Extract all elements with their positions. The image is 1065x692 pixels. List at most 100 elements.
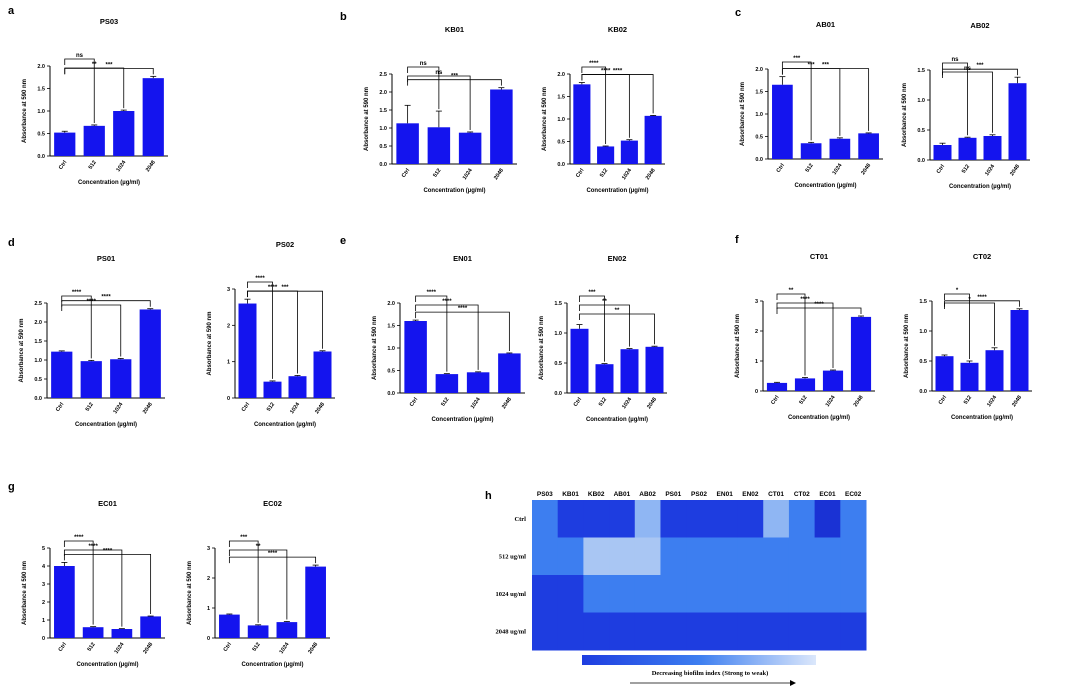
x-tick-label: 2048 bbox=[1011, 395, 1023, 408]
x-tick-label: 512 bbox=[85, 402, 95, 413]
x-axis-label: Concentration (µg/ml) bbox=[76, 662, 138, 668]
significance-bracket bbox=[63, 549, 123, 627]
y-tick-label: 1.0 bbox=[919, 329, 927, 335]
heatmap-cell bbox=[788, 575, 816, 613]
significance-bracket bbox=[776, 302, 834, 368]
significance-bracket bbox=[581, 66, 607, 144]
bar-512 bbox=[83, 125, 105, 156]
heatmap-cell bbox=[557, 500, 584, 538]
x-axis-label: Concentration (µg/ml) bbox=[423, 188, 485, 194]
heatmap-cell bbox=[583, 500, 610, 538]
y-axis-label: Absorbance at 590 nm bbox=[364, 87, 370, 151]
legend-label: Decreasing biofilm index (Strong to weak… bbox=[652, 670, 769, 677]
significance-label: **** bbox=[442, 299, 452, 305]
bar-1024 bbox=[113, 111, 135, 156]
x-tick-label: 512 bbox=[252, 642, 262, 653]
heatmap-cell bbox=[686, 612, 713, 651]
heatmap-cell bbox=[686, 537, 713, 576]
x-tick-label: 1024 bbox=[825, 394, 837, 408]
significance-bracket bbox=[228, 556, 317, 564]
heatmap-cell bbox=[634, 537, 661, 576]
heatmap-column-label: AB02 bbox=[639, 491, 656, 498]
heatmap-cell bbox=[711, 612, 739, 651]
bar-512 bbox=[427, 127, 451, 164]
heatmap-cell bbox=[840, 537, 867, 576]
bar-1024 bbox=[110, 359, 132, 398]
chart-CT02: CT02 0.0 0.5 1.0 1.5 Absorbance at 590 nm Ctrl… bbox=[904, 252, 1032, 421]
x-tick-label: Ctrl bbox=[58, 641, 69, 653]
significance-label: ns bbox=[951, 57, 959, 63]
significance-label: ns bbox=[76, 53, 84, 59]
chart-AB02: AB02 0.0 0.5 1.0 1.5 Absorbance at 590 nm Ctrl… bbox=[902, 21, 1030, 190]
significance-bracket bbox=[228, 549, 288, 620]
y-tick-label: 0.5 bbox=[557, 140, 565, 146]
x-tick-label: 2048 bbox=[1009, 164, 1021, 177]
chart-title: KB01 bbox=[445, 25, 464, 34]
heatmap-column-label: PS01 bbox=[665, 491, 681, 498]
heatmap-cell bbox=[788, 612, 816, 651]
panel-letter-a: a bbox=[8, 5, 15, 17]
heatmap-cell bbox=[557, 575, 584, 613]
x-tick-label: Ctrl bbox=[770, 394, 781, 406]
bar-Ctrl bbox=[772, 84, 793, 159]
y-tick-label: 0.5 bbox=[919, 359, 927, 365]
bar-1024 bbox=[983, 136, 1002, 160]
panel-letter-d: d bbox=[8, 237, 15, 249]
x-axis-label: Concentration (µg/ml) bbox=[949, 184, 1011, 190]
heatmap-cell bbox=[737, 575, 764, 613]
significance-bracket bbox=[579, 304, 630, 347]
y-tick-label: 1.0 bbox=[557, 117, 565, 123]
heatmap-column-label: PS03 bbox=[537, 491, 553, 498]
significance-label: *** bbox=[240, 535, 248, 541]
x-axis-label: Concentration (µg/ml) bbox=[586, 417, 648, 423]
x-tick-label: 2048 bbox=[853, 395, 865, 408]
x-tick-label: Ctrl bbox=[573, 396, 584, 408]
bar-Ctrl bbox=[570, 328, 589, 393]
significance-label: **** bbox=[74, 535, 84, 541]
bar-512 bbox=[80, 361, 102, 398]
significance-bracket bbox=[407, 66, 440, 110]
chart-title: EC01 bbox=[98, 499, 117, 508]
chart-EN01: EN01 0.0 0.5 1.0 1.5 2.0 Absorbance at 590 nm C… bbox=[372, 254, 525, 423]
significance-label: ** bbox=[789, 288, 794, 294]
chart-title: CT01 bbox=[810, 252, 828, 261]
bar-1024 bbox=[288, 376, 307, 398]
y-axis-label: Absorbance at 590 nm bbox=[22, 79, 28, 143]
bar-Ctrl bbox=[219, 614, 240, 638]
significance-bracket bbox=[247, 290, 323, 349]
bar-Ctrl bbox=[54, 566, 75, 638]
significance-bracket bbox=[781, 68, 870, 131]
bar-512 bbox=[597, 146, 615, 164]
x-axis-label: Concentration (µg/ml) bbox=[75, 422, 137, 428]
significance-bracket bbox=[407, 75, 471, 130]
heatmap-row-label: 2048 ug/ml bbox=[495, 628, 526, 635]
heatmap-cell bbox=[763, 612, 790, 651]
significance-label: ** bbox=[615, 308, 620, 314]
y-tick-label: 0.0 bbox=[917, 158, 925, 164]
x-tick-label: 2048 bbox=[307, 642, 319, 655]
y-tick-label: 0.5 bbox=[379, 144, 387, 150]
bar-512 bbox=[435, 374, 459, 393]
y-tick-label: 2 bbox=[227, 323, 230, 329]
bar-2048 bbox=[1010, 310, 1029, 391]
y-tick-label: 0.0 bbox=[387, 391, 395, 397]
x-tick-label: Ctrl bbox=[409, 396, 420, 408]
bar-2048 bbox=[139, 309, 161, 398]
y-axis-label: Absorbance at 590 nm bbox=[19, 318, 25, 382]
y-tick-label: 2 bbox=[207, 576, 210, 582]
x-tick-label: 512 bbox=[798, 395, 808, 406]
x-tick-label: Ctrl bbox=[776, 162, 787, 174]
x-tick-label: 512 bbox=[87, 642, 97, 653]
panel-letter-c: c bbox=[735, 7, 741, 19]
heatmap-cell bbox=[609, 537, 636, 576]
x-tick-label: 2048 bbox=[142, 402, 154, 415]
y-tick-label: 0 bbox=[207, 636, 210, 642]
bar-1024 bbox=[466, 372, 490, 393]
significance-label: **** bbox=[87, 299, 97, 305]
significance-bracket bbox=[579, 295, 605, 362]
bar-Ctrl bbox=[51, 351, 73, 398]
bar-1024 bbox=[458, 132, 482, 164]
y-tick-label: 1.5 bbox=[919, 299, 927, 305]
heatmap-cell bbox=[814, 612, 841, 651]
